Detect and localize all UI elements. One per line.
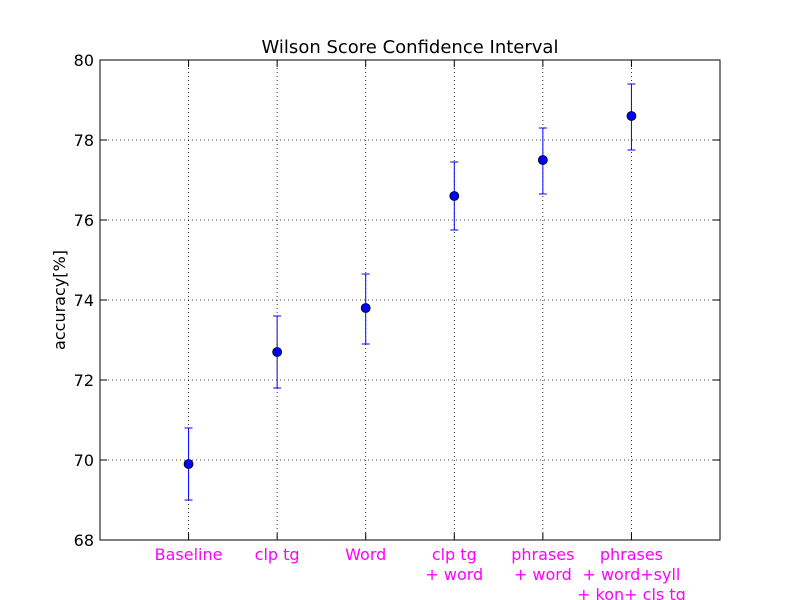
data-point	[449, 191, 460, 201]
x-tick-label: phrases	[600, 545, 663, 564]
data-point	[183, 459, 194, 469]
x-tick-label: + word+syll	[582, 565, 680, 584]
y-tick-label: 72	[74, 371, 94, 390]
y-tick-label: 70	[74, 451, 94, 470]
x-tick-label: clp tg	[432, 545, 477, 564]
y-tick-label: 68	[74, 531, 94, 550]
x-tick-label: Baseline	[155, 545, 223, 564]
data-point	[360, 303, 371, 313]
x-tick-label: + word	[425, 565, 483, 584]
y-tick-label: 80	[74, 51, 94, 70]
y-tick-label: 76	[74, 211, 94, 230]
chart-title: Wilson Score Confidence Interval	[262, 37, 559, 58]
y-tick-label: 78	[74, 131, 94, 150]
y-ticks: 68 70 72 74 76 78 80	[74, 51, 720, 550]
x-tick-label: + kon+ cls tg	[577, 585, 686, 600]
x-tick-label: phrases	[511, 545, 574, 564]
x-tick-label: Word	[345, 545, 386, 564]
data-point	[537, 155, 548, 165]
data-points	[183, 111, 637, 469]
error-bars	[184, 83, 636, 501]
y-axis-label: accuracy[%]	[50, 250, 69, 350]
x-tick-label: + word	[514, 565, 572, 584]
data-point	[272, 347, 283, 357]
grid	[100, 60, 720, 540]
y-tick-label: 74	[74, 291, 94, 310]
x-tick-label: clp tg	[255, 545, 300, 564]
data-point	[626, 111, 637, 121]
